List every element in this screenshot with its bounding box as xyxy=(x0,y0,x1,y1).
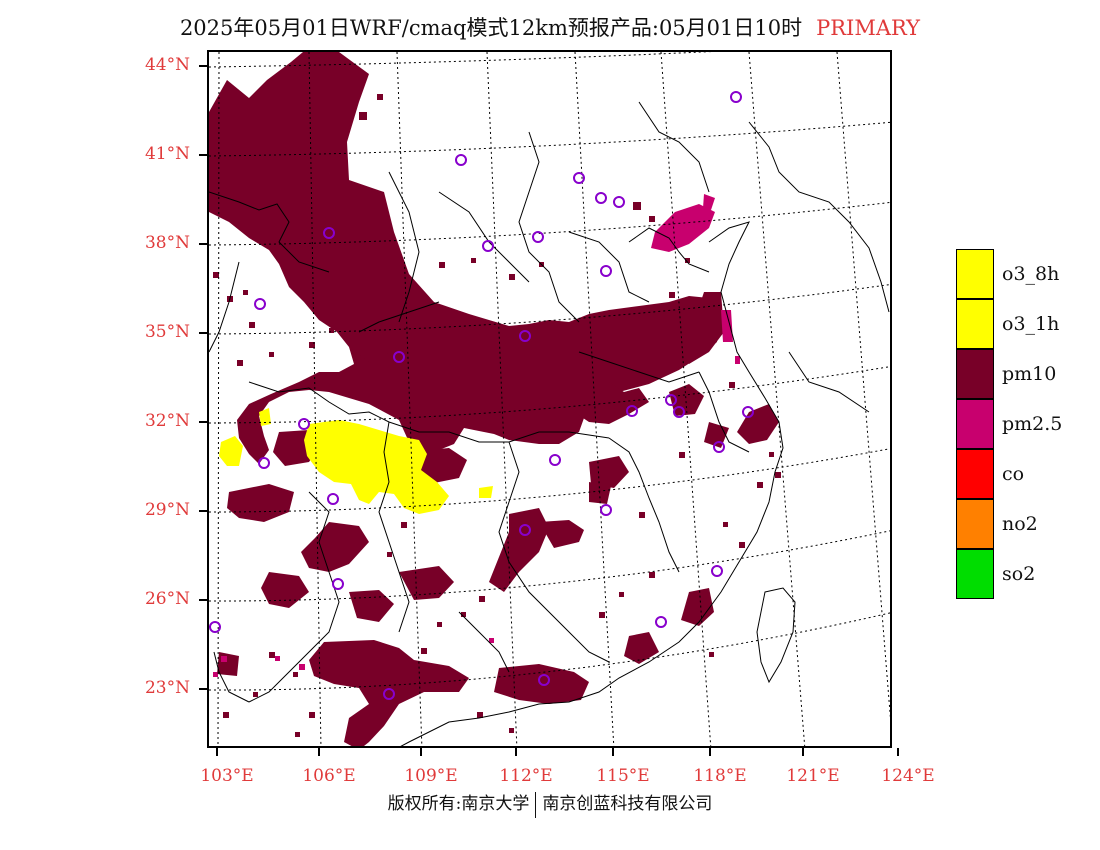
lat-tick xyxy=(199,688,207,690)
lon-label-115: 115°E xyxy=(596,766,650,786)
lat-label-38: 38°N xyxy=(144,233,190,253)
legend-label: no2 xyxy=(1002,513,1038,535)
lat-label-44: 44°N xyxy=(144,55,190,75)
legend-label: co xyxy=(1002,463,1025,485)
pm10-specks xyxy=(213,94,781,737)
legend-swatch xyxy=(956,549,994,599)
legend-swatch xyxy=(956,449,994,499)
legend-item-so2: so2 xyxy=(956,549,1096,599)
legend-label: o3_8h xyxy=(1002,263,1060,285)
lon-label-124: 124°E xyxy=(881,766,935,786)
title-text: 2025年05月01日WRF/cmaq模式12km预报产品:05月01日10时 xyxy=(179,16,803,40)
boundaries xyxy=(209,101,890,746)
copyright-footer: 版权所有:南京大学 南京创蓝科技有限公司 xyxy=(0,789,1100,818)
lat-tick xyxy=(199,65,207,67)
legend-item-o3-8h: o3_8h xyxy=(956,249,1096,299)
lon-label-118: 118°E xyxy=(693,766,747,786)
lon-tick xyxy=(420,748,422,756)
pm25-regions xyxy=(213,194,740,677)
legend-swatch xyxy=(956,399,994,449)
legend-swatch xyxy=(956,349,994,399)
lon-label-106: 106°E xyxy=(302,766,356,786)
lat-label-26: 26°N xyxy=(144,589,190,609)
pm10-regions xyxy=(209,52,779,746)
lon-tick xyxy=(709,748,711,756)
legend-label: pm10 xyxy=(1002,363,1057,385)
lon-label-121: 121°E xyxy=(786,766,840,786)
legend-label: so2 xyxy=(1002,563,1036,585)
title-primary-tag: PRIMARY xyxy=(816,16,921,40)
lat-label-41: 41°N xyxy=(144,144,190,164)
lon-tick xyxy=(802,748,804,756)
map-title: 2025年05月01日WRF/cmaq模式12km预报产品:05月01日10时 P… xyxy=(0,12,1100,42)
footer-divider xyxy=(535,791,537,818)
station-markers xyxy=(209,91,754,700)
lat-tick xyxy=(199,421,207,423)
lon-tick xyxy=(318,748,320,756)
lon-tick xyxy=(897,748,899,756)
legend-item-o3-1h: o3_1h xyxy=(956,299,1096,349)
legend-swatch xyxy=(956,299,994,349)
map-panel[interactable] xyxy=(207,50,892,748)
lat-label-29: 29°N xyxy=(144,500,190,520)
legend-item-pm25: pm2.5 xyxy=(956,399,1096,449)
legend-item-no2: no2 xyxy=(956,499,1096,549)
lat-tick xyxy=(199,243,207,245)
forecast-map-svg xyxy=(209,52,890,746)
copyright-left: 版权所有:南京大学 xyxy=(387,794,530,814)
lon-label-103: 103°E xyxy=(200,766,254,786)
legend-item-pm10: pm10 xyxy=(956,349,1096,399)
lon-tick xyxy=(216,748,218,756)
lon-tick xyxy=(515,748,517,756)
lat-tick xyxy=(199,154,207,156)
legend-swatch xyxy=(956,249,994,299)
lon-label-112: 112°E xyxy=(499,766,553,786)
lat-tick xyxy=(199,510,207,512)
lat-label-23: 23°N xyxy=(144,678,190,698)
lat-tick xyxy=(199,599,207,601)
legend-item-co: co xyxy=(956,449,1096,499)
o3-regions xyxy=(219,408,493,514)
graticule xyxy=(209,52,890,746)
lat-tick xyxy=(199,332,207,334)
copyright-right: 南京创蓝科技有限公司 xyxy=(542,794,713,814)
legend-label: pm2.5 xyxy=(1002,413,1063,435)
legend-swatch xyxy=(956,499,994,549)
lon-tick xyxy=(612,748,614,756)
lat-label-32: 32°N xyxy=(144,411,190,431)
legend: o3_8h o3_1h pm10 pm2.5 co no2 so2 xyxy=(956,249,1096,599)
lat-label-35: 35°N xyxy=(144,322,190,342)
lon-label-109: 109°E xyxy=(404,766,458,786)
legend-label: o3_1h xyxy=(1002,313,1060,335)
